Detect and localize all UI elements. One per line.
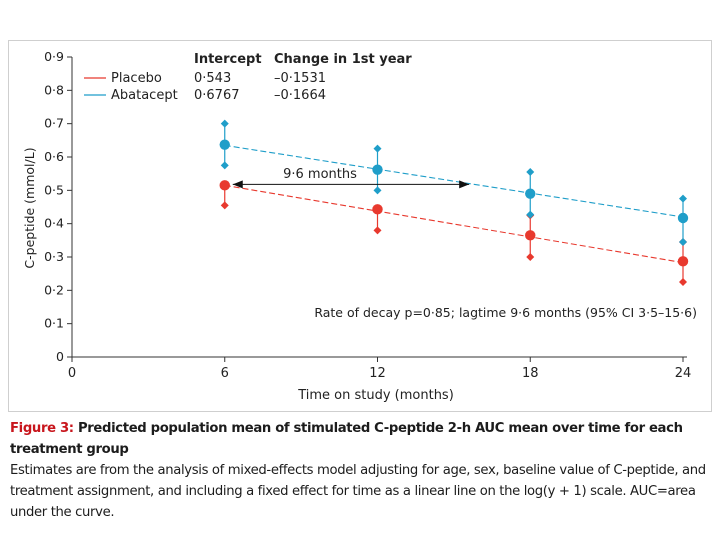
trend-line-abatacept	[224, 144, 684, 218]
y-tick-label: 0·7	[44, 116, 64, 131]
y-tick-label: 0·5	[44, 182, 64, 197]
x-axis-label: Time on study (months)	[297, 388, 454, 403]
caption-title-rest: Predicted population mean of stimulated …	[10, 421, 683, 457]
figure-caption: Figure 3: Predicted population mean of s…	[10, 418, 710, 523]
ci-marker-abatacept	[373, 144, 382, 153]
chart: 0 0·1 0·2 0·3 0·4 0·5 0·6 0·7 0·8 0·9 0 6 12 18 24 C-p…	[22, 49, 697, 403]
y-tick-label: 0·1	[44, 316, 64, 331]
decay-annotation: Rate of decay p=0·85; lagtime 9·6 months…	[314, 305, 697, 320]
trend-line-placebo	[224, 184, 684, 264]
legend-label-abatacept: Abatacept	[111, 88, 178, 103]
x-tick-label: 0	[68, 366, 76, 381]
y-tick-label: 0·2	[44, 282, 64, 297]
ci-marker-placebo	[220, 201, 229, 210]
ci-marker-placebo	[373, 226, 382, 235]
x-tick-label: 6	[221, 366, 229, 381]
y-tick-label: 0·6	[44, 149, 64, 164]
x-tick-label: 18	[522, 366, 539, 381]
arrow-label: 9·6 months	[283, 167, 357, 182]
mean-point-abatacept	[219, 139, 230, 150]
ci-marker-abatacept	[679, 238, 687, 246]
caption-body: Estimates are from the analysis of mixed…	[10, 463, 706, 520]
ci-marker-abatacept	[373, 186, 382, 195]
arrow-head-right	[459, 180, 470, 189]
mean-point-placebo	[677, 256, 689, 267]
legend-header-intercept: Intercept	[194, 52, 262, 67]
mean-point-placebo	[372, 204, 383, 215]
mean-point-abatacept	[372, 164, 383, 175]
caption-title: Figure 3:	[10, 421, 74, 436]
legend-intercept-abatacept: 0·6767	[194, 88, 240, 103]
legend-header-change: Change in 1st year	[274, 52, 412, 67]
y-tick-label: 0·8	[44, 82, 64, 97]
mean-point-abatacept	[525, 188, 536, 199]
y-tick-label: 0·3	[44, 249, 64, 264]
ci-marker-abatacept	[526, 210, 535, 219]
x-tick-label: 24	[675, 366, 692, 381]
x-tick-label: 12	[369, 366, 386, 381]
y-tick-label: 0·4	[44, 216, 64, 231]
mean-point-abatacept	[677, 212, 689, 224]
mean-point-placebo	[525, 230, 536, 241]
ci-marker-abatacept	[220, 119, 229, 128]
legend-label-placebo: Placebo	[111, 71, 162, 86]
ci-marker-placebo	[679, 278, 687, 286]
chart-marks	[219, 119, 689, 286]
figure-frame	[8, 40, 712, 412]
ci-marker-abatacept	[679, 194, 687, 203]
axes: 0 0·1 0·2 0·3 0·4 0·5 0·6 0·7 0·8 0·9 0 6 12 18 24	[44, 49, 691, 381]
legend-change-placebo: –0·1531	[274, 71, 326, 86]
ci-marker-abatacept	[526, 168, 535, 176]
mean-point-placebo	[219, 180, 230, 191]
ci-marker-placebo	[526, 253, 535, 261]
legend-intercept-placebo: 0·543	[194, 71, 231, 86]
arrow-head-left	[232, 180, 243, 189]
y-axis-label: C-peptide (mmol/L)	[22, 147, 37, 268]
legend: Intercept Change in 1st year Placebo 0·5…	[84, 52, 412, 103]
y-tick-label: 0·9	[44, 49, 64, 64]
y-tick-label: 0	[56, 349, 64, 364]
legend-change-abatacept: –0·1664	[274, 88, 326, 103]
ci-marker-abatacept	[220, 161, 229, 170]
